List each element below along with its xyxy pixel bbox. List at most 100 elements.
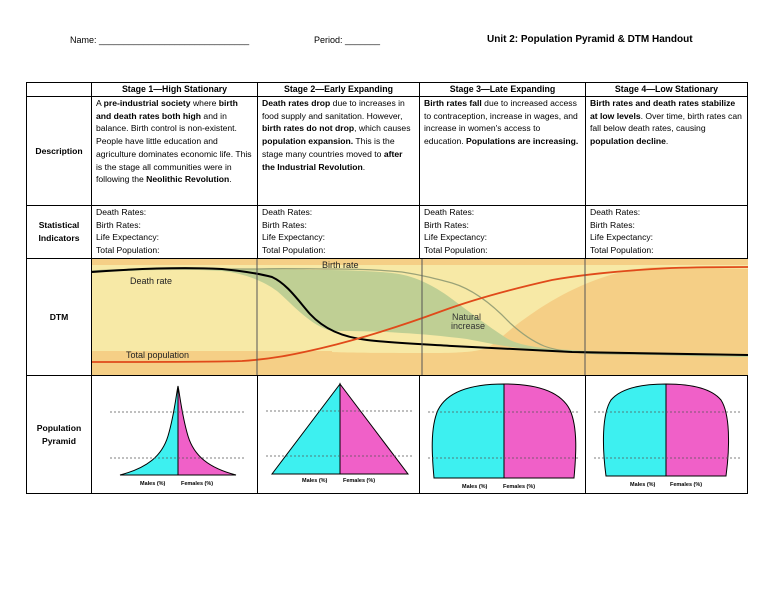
indicator-label: Death Rates: — [424, 207, 475, 217]
indicator-label: Birth Rates: — [262, 219, 307, 230]
females-label: Females (%) — [503, 484, 535, 490]
page-title: Unit 2: Population Pyramid & DTM Handout — [487, 34, 693, 45]
pyramid-females-area — [339, 382, 410, 475]
description-text: . — [362, 161, 366, 172]
indicator-label: Death Rates: — [262, 207, 313, 217]
row-label-dtm: DTM — [26, 258, 92, 376]
indicator-label: Total Population: — [262, 245, 326, 256]
description-text: due to increased access to contraception… — [424, 98, 578, 147]
description-text: and in balance. Birth control is non-exi… — [96, 110, 252, 185]
description-text: This is the stage many countries moved t… — [262, 136, 395, 159]
row-label-pyramid-line2: Pyramid — [42, 435, 76, 446]
indicator-label: Birth Rates: — [96, 219, 141, 230]
handout-table: Stage 1—High Stationary Stage 2—Early Ex… — [26, 82, 748, 494]
males-label: Males (%) — [302, 478, 328, 484]
row-label-statistical-line1: Statistical — [38, 220, 80, 231]
indicators-stage-2: Death Rates: Birth Rates: Life Expectancy:… — [257, 205, 420, 259]
description-stage-2: Death rates drop due to increases in foo… — [257, 96, 420, 206]
indicator-label: Total Population: — [590, 245, 654, 256]
description-bold-text: Birth rates fall — [424, 98, 482, 108]
pyramid-females-area — [665, 383, 730, 477]
description-bold-text: population expansion. — [262, 136, 354, 147]
females-label: Females (%) — [181, 481, 213, 487]
row-label-statistical: Statistical Indicators — [26, 205, 92, 259]
row-label-statistical-line2: Indicators — [38, 233, 80, 243]
column-header-stage-2: Stage 2—Early Expanding — [257, 82, 420, 97]
name-field-label: Name: ______________________________ — [70, 35, 250, 45]
description-bold-text: Birth rates and death rates stabilize at… — [590, 98, 736, 121]
males-label: Males (%) — [462, 484, 488, 490]
pyramid-females-area — [177, 385, 237, 476]
indicators-stage-3: Death Rates: Birth Rates: Life Expectancy:… — [419, 205, 586, 259]
population-pyramid-stage-3: Males (%) Females (%) — [428, 383, 580, 490]
indicator-label: Death Rates: — [590, 207, 641, 217]
corner-cell — [26, 82, 92, 97]
period-field-label: Period: _______ — [314, 35, 381, 45]
population-pyramid-stage-4: Males (%) Females (%) — [594, 383, 742, 488]
total-population-label: Total population — [126, 350, 189, 360]
dtm-total-population-line — [92, 266, 748, 363]
dtm-graph-cell: Birth rate Death rate Natural increase T… — [91, 258, 748, 376]
row-label-pyramid: Population Pyramid — [26, 375, 92, 494]
pyramid-row: Population Pyramid Males (%) Females (%)… — [26, 375, 748, 494]
statistical-row: Statistical Indicators Death Rates: Birth… — [26, 205, 748, 259]
indicator-label: Life Expectancy: — [424, 232, 488, 243]
description-stage-1: A pre-industrial society where birth and… — [91, 96, 258, 206]
column-header-stage-3: Stage 3—Late Expanding — [419, 82, 586, 97]
description-bold-text: birth and death rates both high — [96, 98, 238, 121]
description-bold-text: after the Industrial Revolution — [262, 148, 403, 172]
description-bold-text: Populations are increasing. — [466, 136, 579, 147]
pyramid-cell-stage-3: Males (%) Females (%) — [419, 375, 586, 494]
females-label: Females (%) — [343, 478, 375, 484]
description-bold-text: Neolithic Revolution — [146, 174, 230, 185]
dtm-row: DTM Birth rate Death rate Natural increa… — [26, 258, 748, 376]
indicator-label: Total Population: — [424, 245, 488, 256]
population-pyramid-stage-2: Males (%) Females (%) — [266, 382, 414, 484]
population-pyramid-stage-1: Males (%) Females (%) — [110, 385, 246, 487]
males-label: Males (%) — [140, 481, 166, 487]
row-label-description: Description — [26, 96, 92, 206]
description-bold-text: birth rates do not drop — [262, 123, 355, 134]
description-text: . Over time, birth rates can fall below … — [590, 110, 742, 134]
description-stage-3: Birth rates fall due to increased access… — [419, 96, 586, 206]
pyramid-males-area — [431, 383, 505, 479]
indicator-label: Death Rates: — [96, 207, 147, 217]
pyramid-cell-stage-1: Males (%) Females (%) — [91, 375, 258, 494]
females-label: Females (%) — [670, 482, 702, 488]
description-text: . — [665, 136, 669, 147]
column-header-stage-4: Stage 4—Low Stationary — [585, 82, 748, 97]
row-label-pyramid-line1: Population — [36, 422, 82, 433]
pyramid-cell-stage-2: Males (%) Females (%) — [257, 375, 420, 494]
pyramid-cell-stage-4: Males (%) Females (%) — [585, 375, 748, 494]
description-text: A — [96, 98, 104, 108]
column-header-row: Stage 1—High Stationary Stage 2—Early Ex… — [26, 82, 748, 97]
indicator-label: Birth Rates: — [590, 219, 635, 230]
pyramid-males-area — [602, 383, 667, 477]
indicator-label: Life Expectancy: — [590, 232, 654, 243]
pyramid-females-area — [503, 383, 577, 479]
indicators-stage-4: Death Rates: Birth Rates: Life Expectancy:… — [585, 205, 748, 259]
indicator-label: Total Population: — [96, 245, 160, 256]
column-header-stage-1: Stage 1—High Stationary — [91, 82, 258, 97]
birth-rate-label: Birth rate — [322, 260, 359, 270]
natural-increase-label-1: Natural — [452, 312, 481, 322]
description-text: where — [190, 98, 219, 108]
description-text: . — [229, 174, 232, 185]
natural-increase-label-2: increase — [451, 321, 485, 331]
pyramid-males-area — [119, 385, 179, 476]
indicator-label: Life Expectancy: — [262, 232, 326, 243]
description-text: due to increases in food supply and sani… — [262, 98, 405, 121]
description-bold-text: population decline — [590, 136, 666, 147]
description-text: , which causes — [354, 123, 411, 134]
description-bold-text: pre-industrial society — [103, 98, 191, 108]
description-bold-text: Death rates drop — [262, 98, 331, 108]
dtm-natural-increase-area — [92, 269, 748, 357]
males-label: Males (%) — [630, 482, 656, 488]
indicator-label: Life Expectancy: — [96, 232, 160, 243]
pyramid-males-area — [270, 382, 341, 475]
description-row: Description A pre-industrial society whe… — [26, 96, 748, 206]
dtm-graph: Birth rate Death rate Natural increase T… — [92, 259, 748, 375]
death-rate-label: Death rate — [130, 276, 172, 286]
description-stage-4: Birth rates and death rates stabilize at… — [585, 96, 748, 206]
indicator-label: Birth Rates: — [424, 219, 469, 230]
